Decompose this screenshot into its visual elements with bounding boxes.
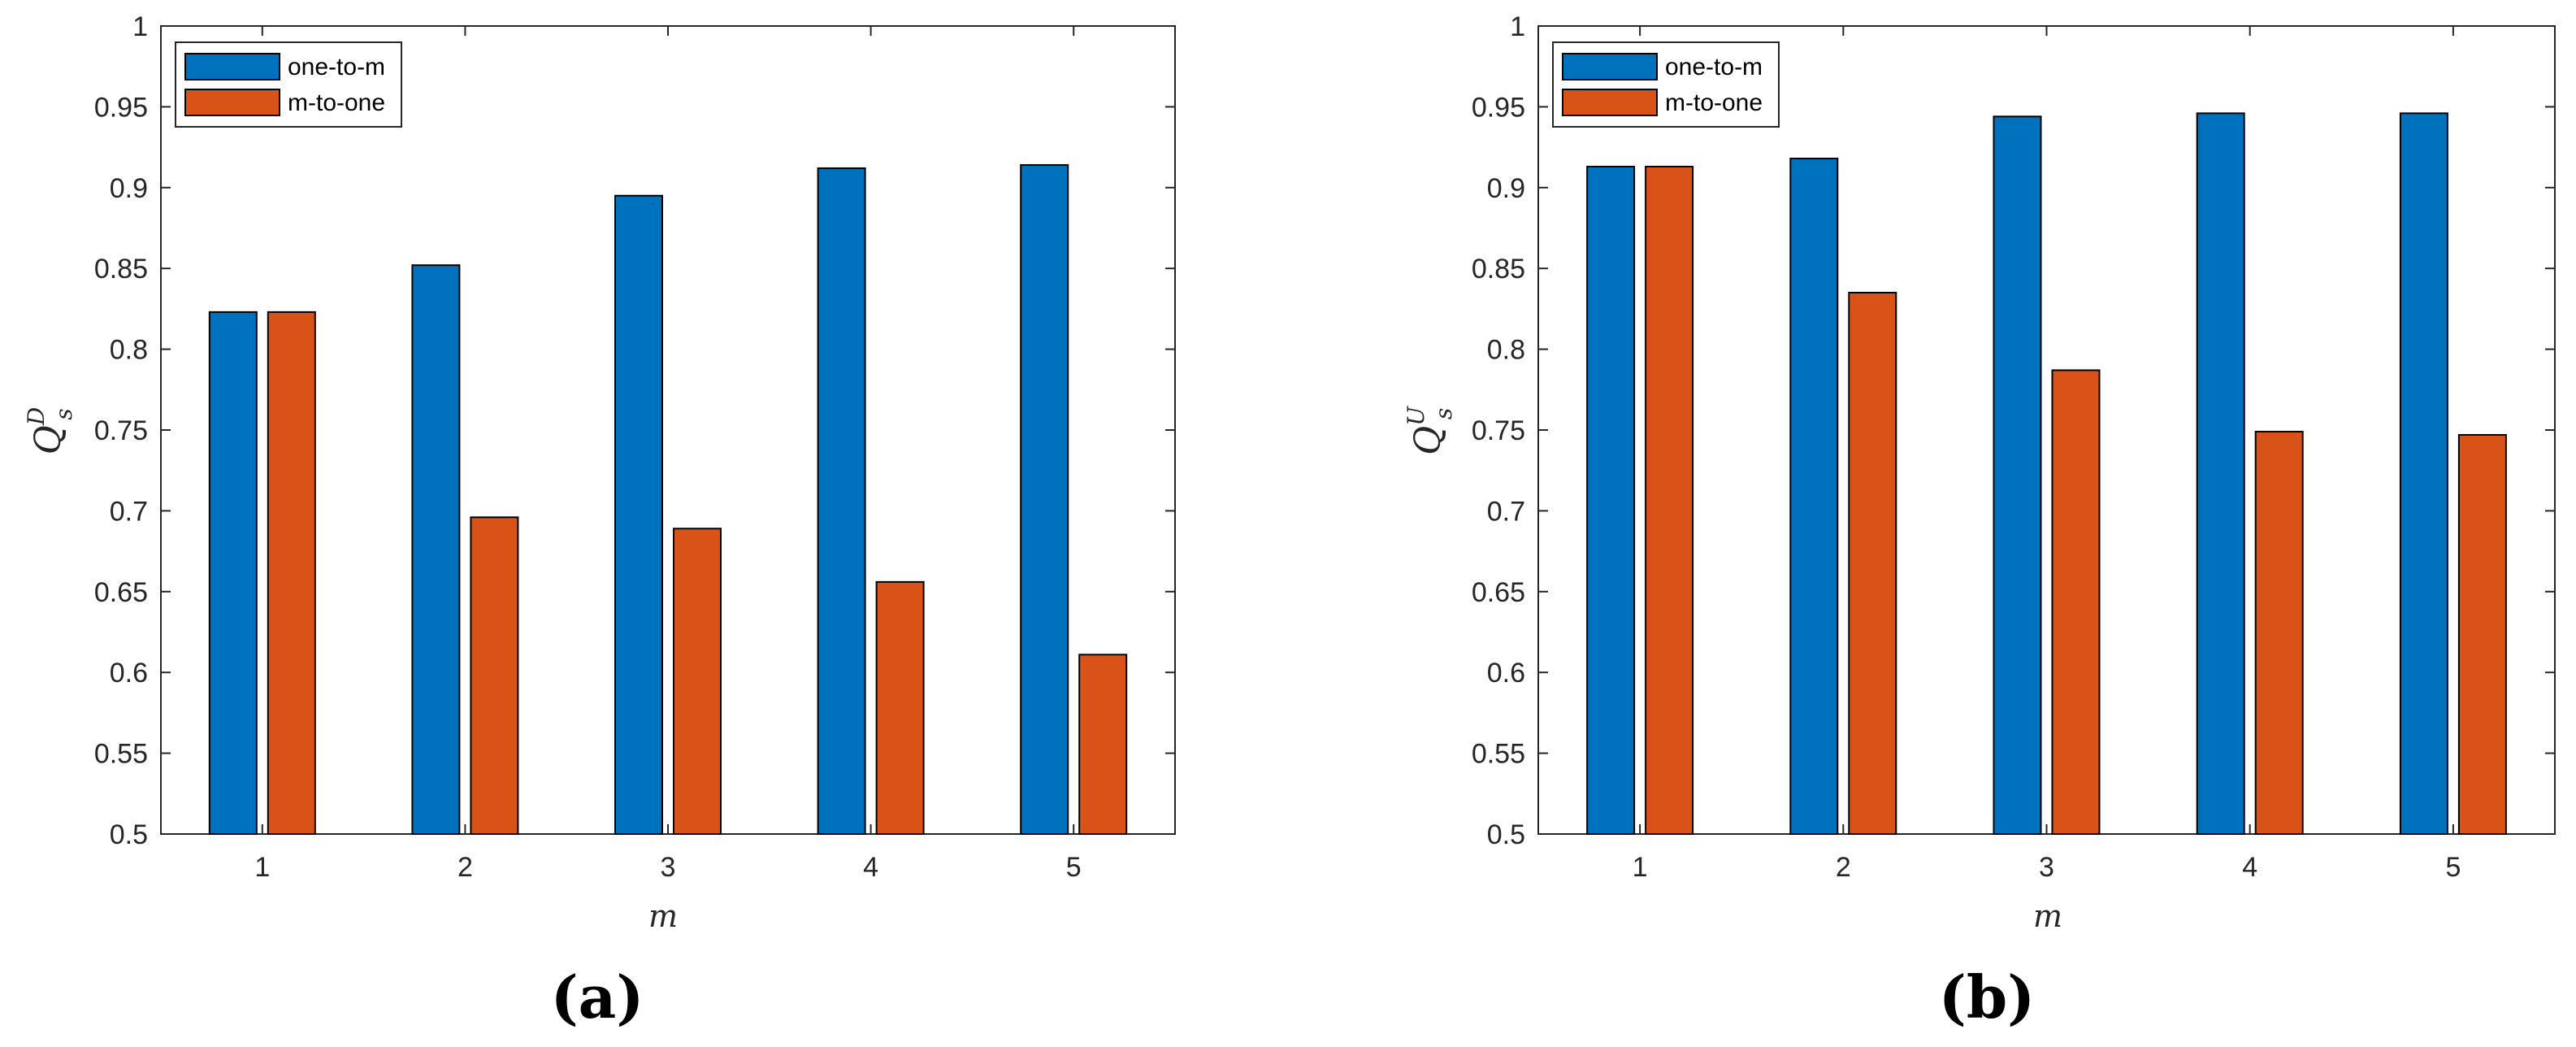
- y-tick-label: 0.9: [1487, 173, 1525, 204]
- y-tick-label: 0.65: [1472, 577, 1525, 608]
- legend-label: one-to-m: [1665, 54, 1763, 80]
- y-tick-label: 1: [132, 11, 148, 42]
- y-tick-label: 0.55: [1472, 739, 1525, 770]
- bar-one-to-m-m2: [411, 264, 461, 835]
- bar-m-to-one-m2: [1848, 292, 1897, 835]
- y-tick-label: 0.85: [94, 254, 148, 285]
- y-tick-label: 0.95: [1472, 92, 1525, 123]
- bar-one-to-m-m4: [2196, 112, 2245, 836]
- bar-one-to-m-m5: [1020, 163, 1069, 835]
- panel-label-a: (a): [551, 962, 644, 1032]
- chart-panel-a: QDs m (a) 0.5 0.55 0.6 0.65 0.7 0.75 0.8 0.85 0.…: [23, 11, 1176, 1032]
- x-tick-label: 3: [661, 852, 676, 883]
- y-axis-label-b: QUs: [1403, 406, 1457, 455]
- y-tick-label: 0.85: [1472, 254, 1525, 285]
- y-tick-label: 0.55: [94, 739, 148, 770]
- legend-label: one-to-m: [288, 54, 385, 80]
- y-axis-label-subscript: s: [1430, 408, 1457, 419]
- bar-m-to-one-m4: [2254, 430, 2304, 835]
- legend-swatch: [1562, 53, 1658, 80]
- y-axis-label-superscript: U: [1403, 406, 1429, 426]
- x-tick-label: 2: [1836, 852, 1851, 883]
- y-tick-label: 0.75: [94, 415, 148, 446]
- x-tick-label: 5: [1066, 852, 1082, 883]
- y-axis-label-subscript: s: [50, 408, 77, 419]
- legend-swatch: [184, 89, 280, 116]
- y-tick-label: 0.5: [1487, 819, 1525, 850]
- x-tick-label: 3: [2039, 852, 2054, 883]
- bar-m-to-one-m3: [673, 528, 722, 835]
- legend-swatch: [1562, 89, 1658, 116]
- y-tick-label: 0.5: [110, 819, 148, 850]
- bar-one-to-m-m3: [1993, 115, 2042, 835]
- y-axis-label-superscript: D: [23, 407, 50, 426]
- svg-text:QDs: QDs: [23, 407, 77, 455]
- svg-text:QUs: QUs: [1403, 406, 1457, 455]
- y-tick-label: 0.6: [1487, 658, 1525, 689]
- y-axis-label-base: Q: [1407, 426, 1449, 455]
- bar-m-to-one-m1: [1645, 165, 1694, 835]
- bar-m-to-one-m3: [2051, 369, 2101, 836]
- y-tick-label: 1: [1510, 11, 1525, 42]
- x-tick-label: 5: [2445, 852, 2461, 883]
- x-axis-label-b: m: [2033, 898, 2062, 934]
- y-axis-label-base: Q: [28, 425, 69, 454]
- bar-one-to-m-m2: [1789, 158, 1839, 836]
- legend-swatch: [184, 53, 280, 80]
- y-axis-label-a: QDs: [23, 407, 77, 455]
- bar-one-to-m-m1: [1586, 165, 1636, 835]
- bar-one-to-m-m5: [2399, 112, 2448, 836]
- legend-label: m-to-one: [288, 89, 385, 116]
- x-tick-label: 4: [863, 852, 878, 883]
- x-tick-label: 1: [254, 852, 270, 883]
- bar-one-to-m-m1: [208, 311, 258, 836]
- x-tick-label: 1: [1633, 852, 1648, 883]
- bar-m-to-one-m5: [2457, 433, 2507, 835]
- bar-m-to-one-m1: [267, 311, 316, 836]
- y-tick-label: 0.75: [1472, 415, 1525, 446]
- y-tick-label: 0.65: [94, 577, 148, 608]
- y-tick-label: 0.6: [110, 658, 148, 689]
- x-tick-label: 4: [2242, 852, 2257, 883]
- y-tick-label: 0.95: [94, 92, 148, 123]
- bar-m-to-one-m4: [875, 580, 925, 835]
- bar-m-to-one-m5: [1078, 654, 1128, 835]
- y-tick-label: 0.7: [1487, 496, 1525, 527]
- bar-one-to-m-m4: [817, 167, 866, 836]
- chart-panel-b: QUs m (b) 0.5 0.55 0.6 0.65 0.7 0.75 0.8 0.85 0.…: [1403, 11, 2556, 1032]
- y-tick-label: 0.9: [110, 173, 148, 204]
- bar-m-to-one-m2: [470, 516, 519, 835]
- legend-label: m-to-one: [1665, 89, 1763, 116]
- x-axis-label-a: m: [648, 898, 678, 934]
- y-tick-label: 0.7: [110, 496, 148, 527]
- bar-one-to-m-m3: [614, 194, 663, 836]
- x-tick-label: 2: [458, 852, 473, 883]
- y-tick-label: 0.8: [110, 335, 148, 366]
- panel-label-b: (b): [1939, 962, 2035, 1032]
- y-tick-label: 0.8: [1487, 335, 1525, 366]
